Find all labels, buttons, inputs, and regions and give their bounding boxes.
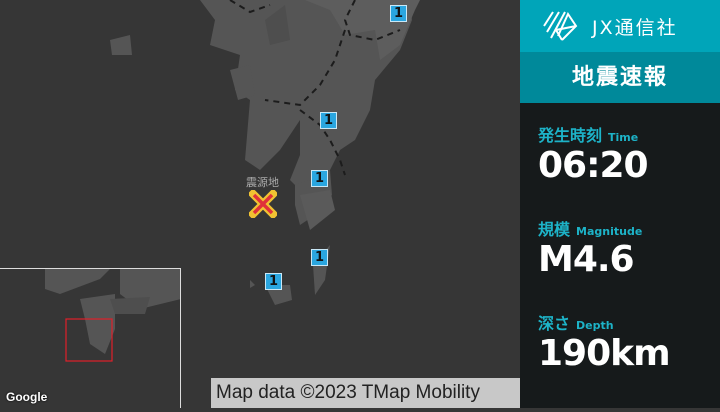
jx-logo-icon [543,11,578,41]
time-label: 発生時刻 [538,126,603,145]
map[interactable]: 1 1 1 1 1 震源地 Google Map data ©2023 TMap… [0,0,520,408]
magnitude-field: 規模 Magnitude M4.6 [538,216,642,280]
google-logo: Google [6,390,48,404]
brand-name: JX通信社 [592,16,678,39]
intensity-marker[interactable]: 1 [311,249,328,266]
magnitude-label: 規模 [538,220,571,239]
epicenter-x-icon[interactable] [249,190,277,218]
time-value: 06:20 [538,145,649,186]
intensity-marker[interactable]: 1 [311,170,328,187]
brand-header: JX通信社 [520,0,720,52]
panel-title: 地震速報 [520,52,720,103]
view-area-rect [65,318,113,362]
depth-field: 深さ Depth 190km [538,310,671,374]
depth-sublabel: Depth [576,319,614,332]
epicenter-label: 震源地 [246,176,279,189]
time-field: 発生時刻 Time 06:20 [538,122,649,186]
intensity-marker[interactable]: 1 [320,112,337,129]
depth-value: 190km [538,333,671,374]
inset-land [45,269,180,362]
info-panel: JX通信社 地震速報 発生時刻 Time 06:20 規模 Magnitude M4… [520,0,720,408]
magnitude-sublabel: Magnitude [576,225,643,238]
time-sublabel: Time [608,131,639,144]
map-attribution: Map data ©2023 TMap Mobility [211,378,520,408]
magnitude-value: M4.6 [538,239,635,280]
depth-label: 深さ [538,314,571,333]
intensity-marker[interactable]: 1 [265,273,282,290]
overview-inset-map[interactable] [0,268,181,408]
intensity-marker[interactable]: 1 [390,5,407,22]
